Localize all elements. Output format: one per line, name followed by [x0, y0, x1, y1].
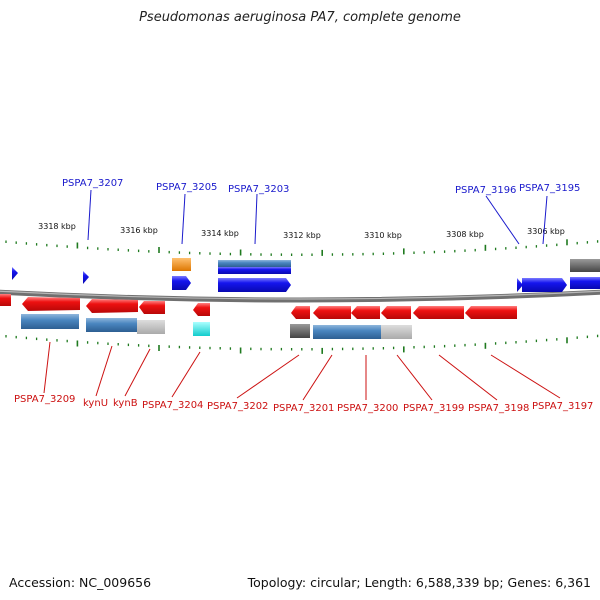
label-leader-line [236, 354, 300, 399]
rna-feature[interactable] [172, 258, 191, 271]
gene-label-reverse[interactable]: PSPA7_3202 [207, 401, 268, 412]
gene-arrow-reverse[interactable] [313, 306, 351, 319]
pseudogene-feature[interactable] [570, 259, 600, 272]
topology-text: Topology: circular; Length: 6,588,339 bp… [247, 575, 591, 590]
cds-feature[interactable] [218, 260, 291, 267]
gene-arrow-reverse[interactable] [139, 301, 165, 314]
gene-arrow-forward[interactable] [218, 278, 291, 292]
ruler-label: 3318 kbp [38, 222, 76, 231]
cds-feature-partial[interactable] [137, 320, 165, 334]
label-leader-line [254, 193, 258, 245]
gene-feature[interactable] [570, 277, 600, 289]
gene-label-reverse[interactable]: PSPA7_3201 [273, 403, 334, 414]
gene-arrow-reverse[interactable] [351, 306, 380, 319]
label-leader-line [43, 341, 51, 394]
forward-strand-features [12, 258, 600, 292]
gene-label-forward[interactable]: PSPA7_3195 [519, 183, 580, 194]
label-leader-line [490, 354, 561, 399]
ruler-label: 3306 kbp [527, 227, 565, 236]
gene-label-forward[interactable]: PSPA7_3207 [62, 178, 123, 189]
label-leader-line [171, 351, 201, 398]
gene-arrow-reverse[interactable] [22, 297, 80, 311]
gene-feature[interactable] [218, 267, 291, 274]
gene-label-forward[interactable]: PSPA7_3196 [455, 185, 516, 196]
gene-label-reverse[interactable]: PSPA7_3209 [14, 394, 75, 405]
cds-feature[interactable] [21, 314, 79, 329]
gene-label-reverse[interactable]: PSPA7_3200 [337, 403, 398, 414]
ruler-ticks-bottom [5, 334, 599, 354]
gene-label-forward[interactable]: PSPA7_3205 [156, 182, 217, 193]
gene-label-reverse[interactable]: PSPA7_3204 [142, 400, 203, 411]
label-leader-line [87, 189, 92, 241]
cds-feature[interactable] [352, 325, 381, 339]
accession-text: Accession: NC_009656 [9, 575, 152, 590]
label-leader-line [485, 195, 520, 245]
ruler-label: 3314 kbp [201, 229, 239, 238]
genome-title: Pseudomonas aeruginosa PA7, complete gen… [139, 10, 461, 25]
gene-arrow-reverse[interactable] [86, 299, 138, 313]
label-leader-line [95, 345, 113, 397]
gene-arrow-reverse[interactable] [465, 306, 517, 319]
gene-label-reverse[interactable]: kynB [113, 398, 138, 409]
rna-feature[interactable] [193, 322, 210, 336]
genome-backbone [0, 289, 600, 303]
gene-arrow-forward[interactable] [12, 267, 18, 280]
label-leader-line [542, 195, 548, 245]
ruler-label: 3312 kbp [283, 231, 321, 240]
gene-arrow-reverse[interactable] [193, 303, 210, 316]
gene-arrow-reverse[interactable] [381, 306, 411, 319]
label-leader-line [302, 354, 333, 401]
cds-feature[interactable] [313, 325, 352, 339]
gene-label-reverse[interactable]: PSPA7_3198 [468, 403, 529, 414]
gene-label-reverse[interactable]: PSPA7_3199 [403, 403, 464, 414]
reverse-strand-features [0, 294, 517, 339]
gene-arrow-reverse[interactable] [0, 294, 11, 306]
cds-feature[interactable] [86, 318, 137, 332]
ruler-ticks-top [5, 239, 599, 256]
genome-backbone-highlight [0, 290, 600, 300]
label-leader-line [124, 348, 151, 397]
gene-arrow-reverse[interactable] [413, 306, 464, 319]
ruler-label: 3308 kbp [446, 230, 484, 239]
gene-arrow-forward[interactable] [172, 276, 191, 290]
gene-arrow-forward[interactable] [517, 278, 523, 292]
label-leader-line [438, 354, 498, 401]
gene-label-forward[interactable]: PSPA7_3203 [228, 184, 289, 195]
label-leader-line [396, 354, 433, 401]
ruler-label: 3316 kbp [120, 226, 158, 235]
reverse-gene-labels: PSPA7_3209 kynU kynB PSPA7_3204 PSPA7_32… [14, 341, 593, 414]
gene-arrow-forward[interactable] [522, 278, 567, 292]
gene-label-reverse[interactable]: PSPA7_3197 [532, 401, 593, 412]
ruler-labels: 3318 kbp 3316 kbp 3314 kbp 3312 kbp 3310… [38, 222, 565, 240]
gene-label-reverse[interactable]: kynU [83, 398, 108, 409]
gene-arrow-forward[interactable] [83, 271, 89, 284]
pseudogene-feature[interactable] [290, 324, 310, 338]
gene-arrow-reverse[interactable] [291, 306, 310, 319]
label-leader-line [181, 193, 186, 245]
forward-gene-labels: PSPA7_3207 PSPA7_3205 PSPA7_3203 PSPA7_3… [62, 178, 580, 245]
cds-feature-partial[interactable] [381, 325, 412, 339]
ruler-label: 3310 kbp [364, 231, 402, 240]
